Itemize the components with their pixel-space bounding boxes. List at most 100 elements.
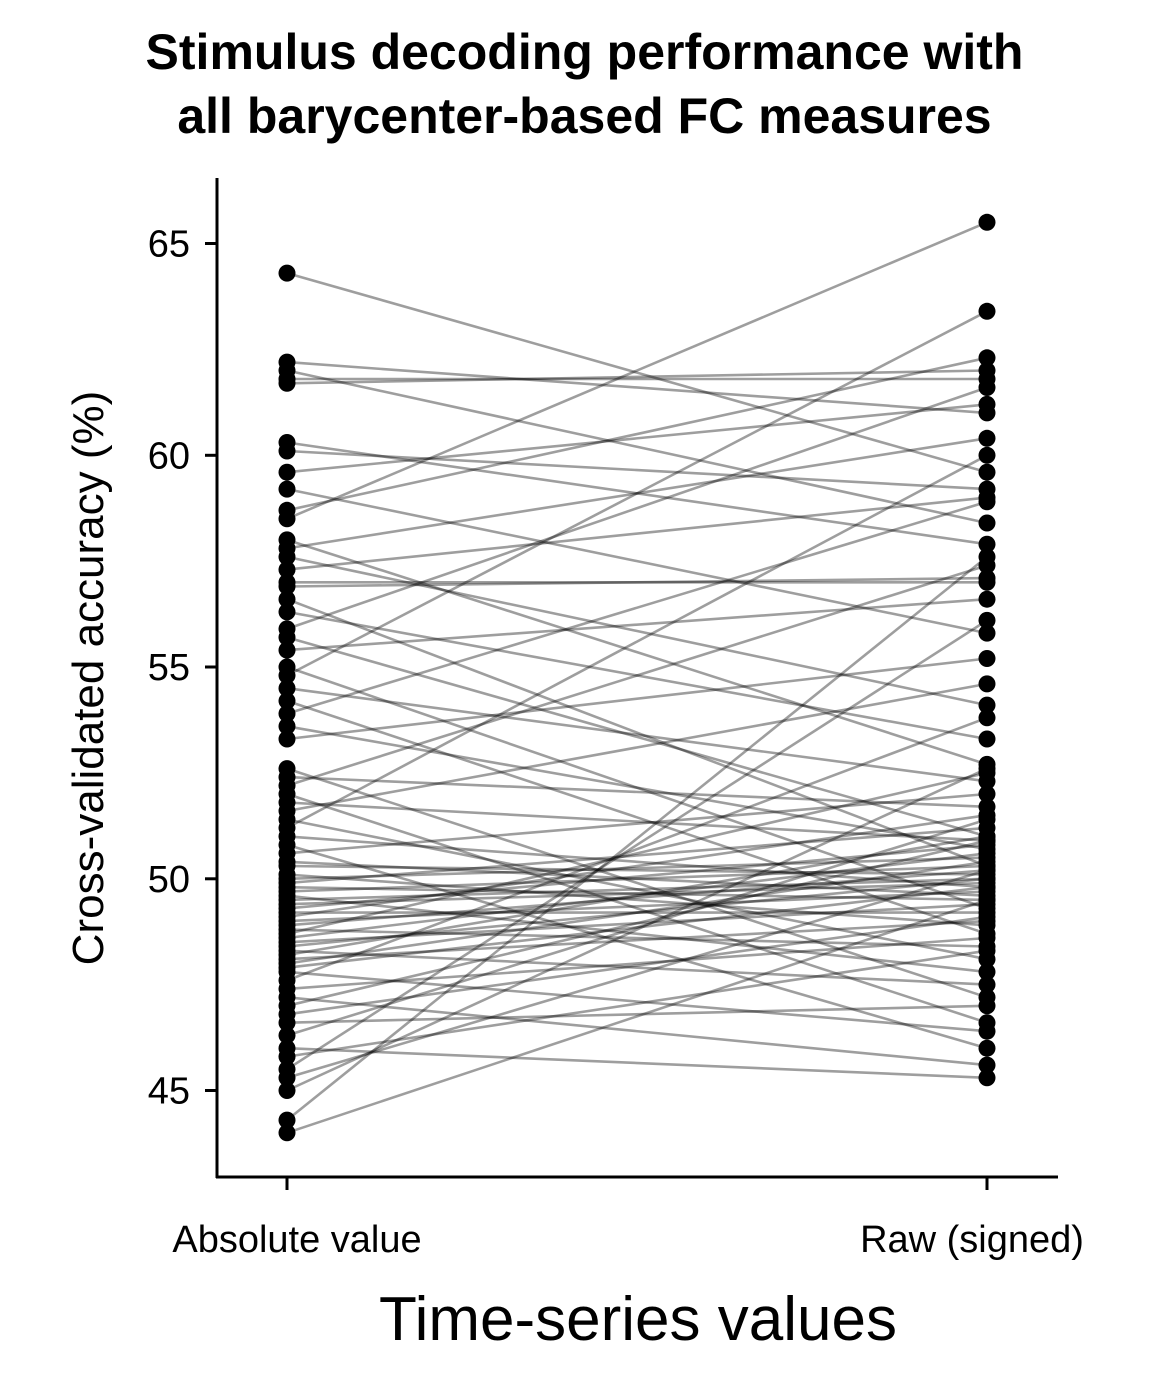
point-m22-absolute bbox=[278, 641, 296, 659]
point-m6-raw bbox=[978, 535, 996, 553]
point-m80-absolute bbox=[278, 1124, 296, 1142]
x-tick-label-0: Absolute value bbox=[172, 1219, 421, 1261]
point-m27-raw bbox=[978, 493, 996, 511]
series-line-m29 bbox=[286, 657, 988, 741]
series-line-m76 bbox=[286, 619, 988, 1071]
series-line-m43 bbox=[286, 873, 988, 927]
point-m15-absolute bbox=[278, 561, 296, 579]
y-tick-label-60: 60 bbox=[148, 435, 190, 477]
point-m11-absolute bbox=[278, 510, 296, 528]
point-m29-raw bbox=[978, 650, 996, 667]
point-m21-absolute bbox=[278, 628, 296, 646]
point-m68-raw bbox=[978, 929, 996, 947]
y-tick-label-55: 55 bbox=[148, 647, 190, 689]
series-line-m18 bbox=[286, 597, 988, 868]
point-m1-raw bbox=[978, 463, 996, 481]
series-line-m78 bbox=[286, 767, 988, 1092]
series-line-m11 bbox=[286, 221, 988, 520]
point-m17-raw bbox=[978, 569, 996, 587]
series-line-m44 bbox=[286, 856, 988, 881]
point-m65-raw bbox=[978, 878, 996, 896]
series-line-m67 bbox=[286, 716, 988, 982]
series-line-m60 bbox=[286, 877, 988, 948]
point-m73-raw bbox=[978, 811, 996, 828]
series-line-m57 bbox=[286, 771, 988, 936]
point-m27-absolute bbox=[278, 705, 296, 723]
series-line-m10 bbox=[286, 356, 988, 512]
point-m29-absolute bbox=[278, 730, 296, 748]
point-m13-raw bbox=[978, 429, 996, 447]
series-line-m77 bbox=[286, 869, 988, 1080]
point-m8-raw bbox=[978, 395, 996, 413]
series-line-m32 bbox=[286, 564, 988, 787]
y-tick-label-65: 65 bbox=[148, 224, 190, 266]
series-line-m54 bbox=[286, 890, 988, 923]
series-line-m41 bbox=[286, 860, 988, 897]
series-line-m30 bbox=[286, 767, 988, 999]
series-line-m40 bbox=[286, 792, 988, 855]
series-line-m65 bbox=[286, 885, 988, 969]
series-line-m72 bbox=[286, 1004, 988, 1024]
y-axis-ticks: 45 50 55 60 65 bbox=[148, 224, 217, 1113]
series-line-m37 bbox=[286, 454, 988, 830]
series-line-m27 bbox=[286, 500, 988, 715]
series-line-m28 bbox=[286, 725, 988, 851]
series-points bbox=[278, 213, 996, 1142]
series-line-m23 bbox=[286, 665, 988, 910]
point-m20-raw bbox=[978, 379, 996, 396]
point-m18-absolute bbox=[278, 590, 296, 608]
series-line-m35 bbox=[286, 682, 988, 813]
series-line-m58 bbox=[286, 852, 988, 940]
series-line-m8 bbox=[286, 403, 988, 474]
x-axis-label: Time-series values bbox=[379, 1285, 897, 1354]
series-line-m68 bbox=[286, 936, 988, 991]
series-line-m17 bbox=[286, 576, 988, 588]
point-m80-raw bbox=[978, 891, 996, 909]
series-line-m19 bbox=[286, 610, 988, 741]
series-line-m48 bbox=[286, 894, 988, 974]
point-m24-raw bbox=[978, 302, 996, 320]
point-m48-raw bbox=[978, 963, 996, 981]
series-line-m75 bbox=[286, 949, 988, 1058]
point-m75-absolute bbox=[278, 1048, 296, 1066]
series-line-m34 bbox=[286, 801, 988, 842]
point-m28-absolute bbox=[278, 717, 296, 735]
point-m11-raw bbox=[978, 213, 996, 231]
series-line-m47 bbox=[286, 864, 988, 893]
series-line-m80 bbox=[286, 898, 988, 1135]
series-line-m45 bbox=[286, 826, 988, 885]
series-line-m31 bbox=[286, 775, 988, 809]
series-line-m1 bbox=[286, 271, 988, 474]
point-m8-absolute bbox=[278, 463, 296, 481]
point-m19-raw bbox=[978, 730, 996, 748]
series-line-m71 bbox=[286, 915, 988, 1016]
y-axis-label: Cross-validated accuracy (%) bbox=[64, 391, 113, 966]
chart-title-line-1: Stimulus decoding performance with bbox=[145, 24, 1024, 80]
point-m5-raw bbox=[978, 362, 996, 379]
point-m19-absolute bbox=[278, 603, 296, 621]
point-m14-raw bbox=[978, 696, 996, 714]
point-m67-raw bbox=[978, 709, 996, 727]
y-tick-label-45: 45 bbox=[148, 1071, 190, 1113]
series-line-m39 bbox=[286, 843, 988, 1050]
chart-title-line-2: all barycenter-based FC measures bbox=[177, 88, 992, 144]
series-line-m63 bbox=[286, 919, 988, 961]
series-lines bbox=[286, 221, 988, 1135]
series-line-m64 bbox=[286, 860, 988, 965]
series-line-m26 bbox=[286, 699, 988, 936]
series-line-m33 bbox=[286, 792, 988, 1024]
series-line-m69 bbox=[286, 996, 988, 1067]
series-line-m73 bbox=[286, 818, 988, 1037]
series-line-m7 bbox=[286, 449, 988, 491]
point-m66-raw bbox=[978, 1022, 996, 1040]
series-line-m49 bbox=[286, 877, 988, 902]
series-line-m55 bbox=[286, 869, 988, 927]
point-m72-absolute bbox=[278, 1014, 296, 1032]
series-line-m2 bbox=[286, 360, 988, 415]
x-tick-label-1: Raw (signed) bbox=[860, 1219, 1084, 1261]
series-line-m12 bbox=[286, 538, 988, 766]
series-line-m25 bbox=[286, 686, 988, 783]
series-line-m53 bbox=[286, 813, 988, 919]
series-line-m70 bbox=[286, 839, 988, 1008]
